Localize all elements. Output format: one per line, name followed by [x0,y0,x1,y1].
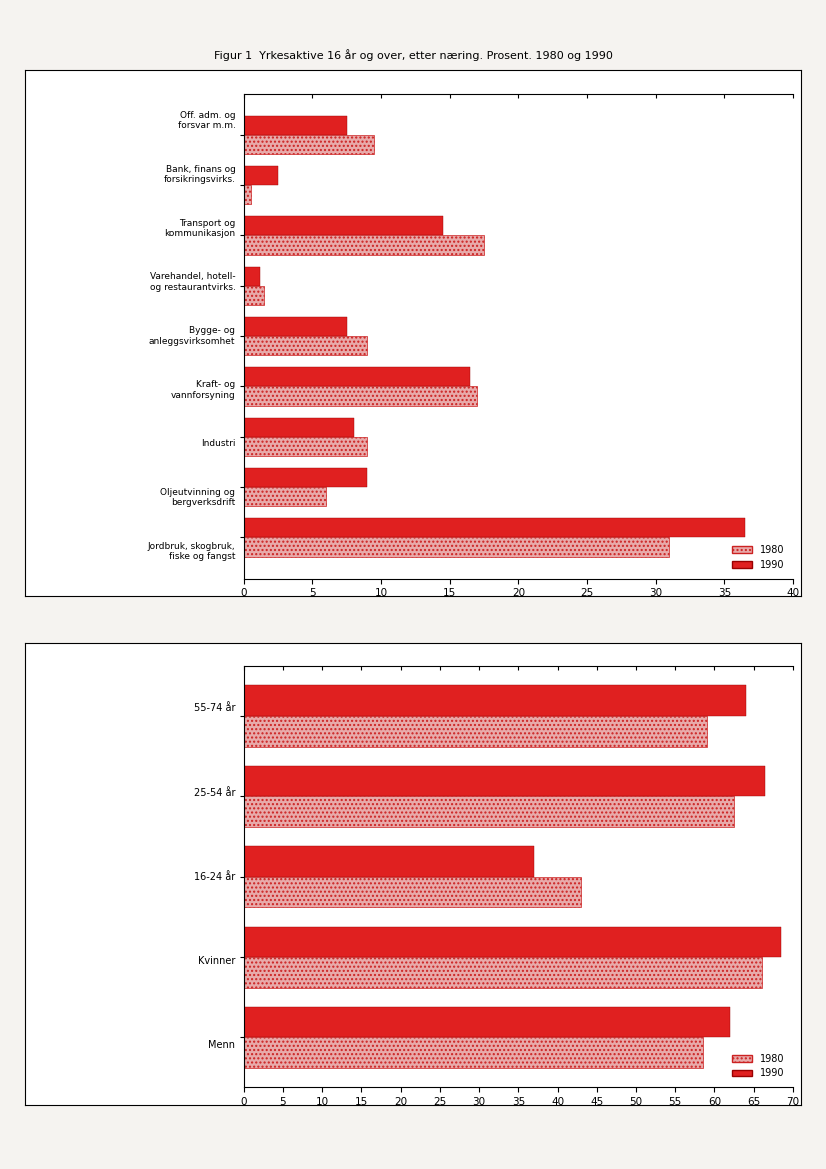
Text: 55-74 år: 55-74 år [194,704,235,713]
Text: Industri: Industri [201,440,235,449]
Bar [244,285,264,305]
Bar [244,518,745,538]
Text: Transport og
kommunikasjon: Transport og kommunikasjon [164,219,235,238]
Bar [244,1007,730,1038]
Text: Kvinner: Kvinner [198,956,235,966]
Bar [244,715,706,747]
Bar [244,367,470,387]
Text: Bank, finans og
forsikringsvirks.: Bank, finans og forsikringsvirks. [164,165,235,184]
Bar [244,538,669,556]
Bar [244,685,746,715]
Text: 16-24 år: 16-24 år [194,872,235,881]
Bar [244,796,734,826]
Bar [244,957,762,988]
Bar [244,846,534,877]
Bar [244,185,250,205]
Legend: 1980, 1990: 1980, 1990 [729,541,788,574]
Text: Figur 1  Yrkesaktive 16 år og over, etter næring. Prosent. 1980 og 1990: Figur 1 Yrkesaktive 16 år og over, etter… [214,49,612,61]
Text: Kraft- og
vannforsyning: Kraft- og vannforsyning [171,380,235,400]
Text: Bygge- og
anleggsvirksomhet: Bygge- og anleggsvirksomhet [149,326,235,346]
Bar [244,927,781,957]
Bar [244,134,374,154]
Bar [244,877,582,907]
Text: Menn: Menn [208,1040,235,1050]
Bar [244,468,368,487]
Bar [244,437,368,456]
Bar [244,766,766,796]
Text: Off. adm. og
forsvar m.m.: Off. adm. og forsvar m.m. [178,111,235,130]
Bar [244,417,354,437]
Bar [244,337,368,355]
Text: 25-54 år: 25-54 år [194,788,235,797]
Bar [244,1038,703,1068]
Bar [244,317,347,337]
Bar [244,116,347,134]
Text: Jordbruk, skogbruk,
fiske og fangst: Jordbruk, skogbruk, fiske og fangst [148,542,235,561]
Bar [244,166,278,185]
Text: Oljeutvinning og
bergverksdrift: Oljeutvinning og bergverksdrift [160,489,235,507]
Bar [244,235,484,255]
Bar [244,387,477,406]
Text: Varehandel, hotell-
og restaurantvirks.: Varehandel, hotell- og restaurantvirks. [150,272,235,292]
Bar [244,487,326,506]
Legend: 1980, 1990: 1980, 1990 [729,1050,788,1082]
Bar [244,216,443,235]
Bar [244,267,260,285]
